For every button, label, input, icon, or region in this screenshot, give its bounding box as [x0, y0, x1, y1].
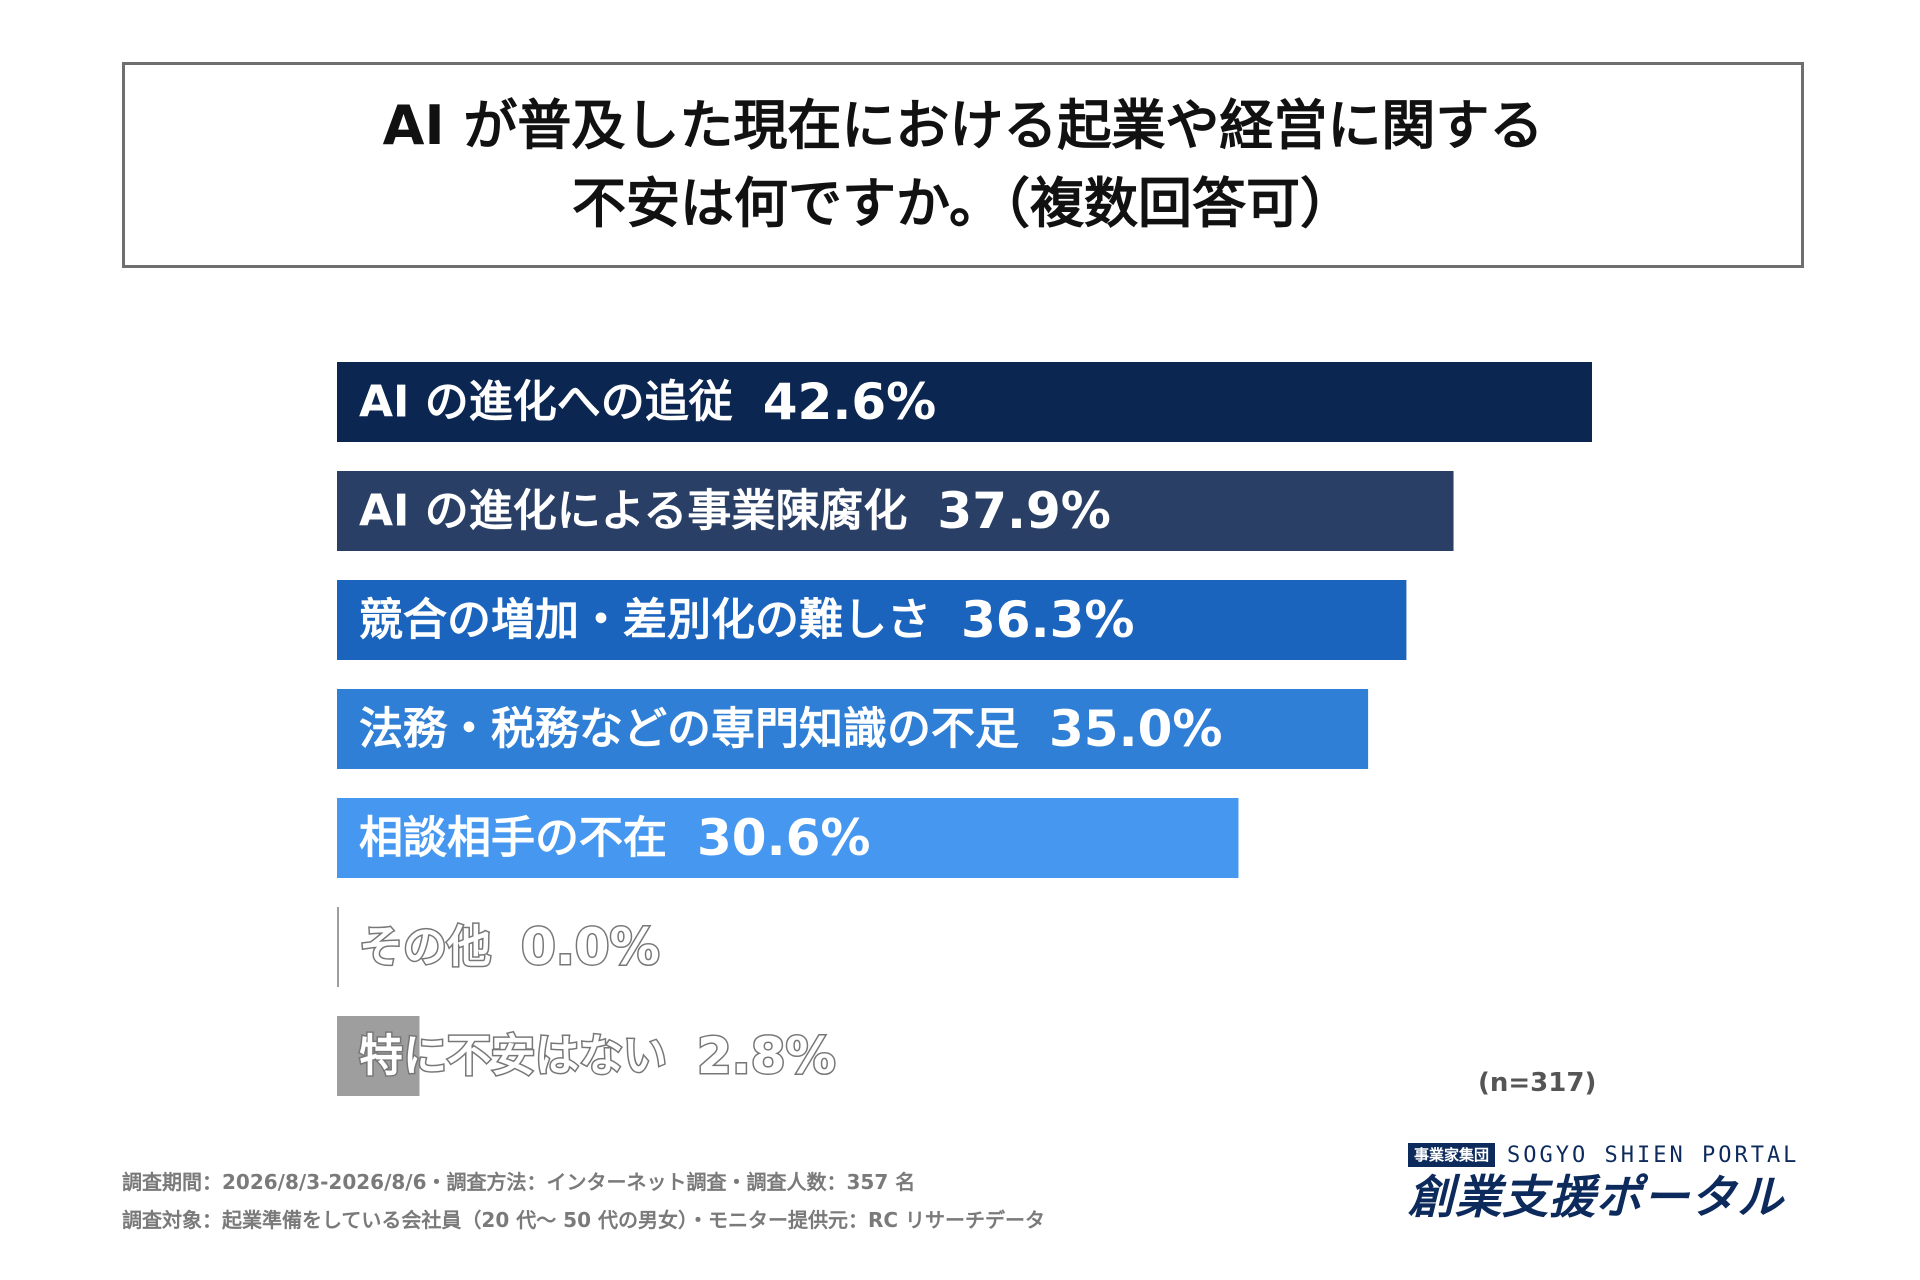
survey-info-line-1: 調査期間：2026/8/3-2026/8/6・調査方法：インターネット調査・調査… — [122, 1170, 916, 1194]
bar-0 — [337, 362, 1592, 442]
logo-english-name: SOGYO SHIEN PORTAL — [1507, 1142, 1800, 1168]
bar-label-5: その他 — [359, 922, 491, 973]
chart-title-line-2: 不安は何ですか。（複数回答可） — [572, 172, 1354, 235]
bar-label-6: 特に不安はない — [359, 1031, 667, 1082]
logo-group-label: 事業家集団 — [1408, 1143, 1496, 1167]
chart-title-line-1: AI が普及した現在における起業や経営に関する — [382, 94, 1544, 157]
bar-1 — [337, 471, 1454, 551]
bar-label-1: AI の進化による事業陳腐化 — [359, 486, 907, 537]
logo-japanese-name: 創業支援ポータル — [1408, 1170, 1784, 1224]
bar-value-6: 2.8% — [697, 1027, 836, 1085]
bar-label-4: 相談相手の不在 — [359, 813, 667, 864]
brand-logo: 事業家集団 SOGYO SHIEN PORTAL 創業支援ポータル — [1408, 1142, 1808, 1228]
bar-value-3: 35.0% — [1049, 700, 1222, 758]
chart-title-box: AI が普及した現在における起業や経営に関する 不安は何ですか。（複数回答可） — [122, 62, 1804, 268]
bar-4 — [337, 798, 1239, 878]
bar-value-4: 30.6% — [697, 809, 870, 867]
bar-value-2: 36.3% — [961, 591, 1134, 649]
bar-value-1: 37.9% — [937, 482, 1110, 540]
bar-label-3: 法務・税務などの専門知識の不足 — [359, 704, 1019, 755]
bar-label-2: 競合の増加・差別化の難しさ — [359, 595, 931, 646]
bar-value-0: 42.6% — [763, 373, 936, 431]
bar-2 — [337, 580, 1407, 660]
sample-size-note: (n=317) — [1478, 1068, 1597, 1098]
bar-3 — [337, 689, 1369, 769]
survey-info-line-2: 調査対象：起業準備をしている会社員（20 代〜 50 代の男女）・モニター提供元… — [122, 1208, 1045, 1232]
bar-6 — [337, 1016, 420, 1096]
bar-value-5: 0.0% — [521, 918, 660, 976]
bar-label-0: AI の進化への追従 — [359, 377, 733, 428]
